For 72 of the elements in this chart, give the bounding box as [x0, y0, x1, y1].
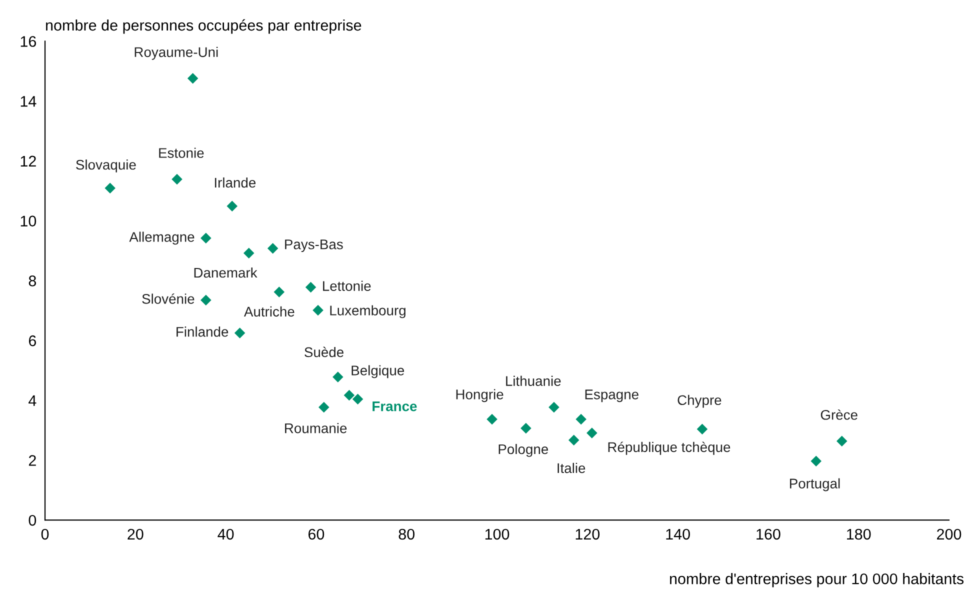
y-tick-label: 10: [20, 216, 36, 226]
annotation: Roumanie: [285, 423, 347, 434]
point: [226, 200, 238, 212]
annotation: Irlande: [214, 177, 256, 188]
y-tick-label: 4: [28, 395, 36, 406]
x-axis-title: nombre d'entreprises pour 10 000 habitants: [670, 573, 964, 588]
y-axis-title: nombre de personnes occupées par entreprise: [46, 19, 362, 34]
annotation: Suède: [304, 346, 344, 358]
y-tick-label: 16: [20, 36, 36, 47]
point: [576, 414, 586, 425]
x-tick-label: 80: [398, 528, 415, 540]
point: [200, 232, 212, 244]
x-tick-label: 160: [756, 528, 780, 540]
point: [486, 414, 498, 425]
annotation: Luxembourg: [330, 305, 406, 318]
x-tick-label: 200: [937, 528, 962, 540]
point: [352, 394, 364, 405]
annotation: Espagne: [585, 390, 638, 402]
annotation: Lithuanie: [506, 376, 561, 386]
annotation: Danemark: [194, 267, 258, 278]
annotation: Slovaquie: [76, 159, 136, 172]
annotation: Allemagne: [129, 232, 194, 245]
y-tick-label: 2: [28, 455, 36, 466]
x-tick-label: 120: [576, 528, 600, 540]
annotation: Hongrie: [456, 389, 504, 402]
x-tick-label: 40: [218, 528, 234, 540]
x-tick-label: 20: [128, 528, 144, 540]
x-tick-label: 60: [308, 528, 324, 540]
point: [305, 282, 316, 293]
point: [836, 436, 848, 446]
y-tick-label: 8: [28, 276, 36, 286]
point: [267, 242, 278, 254]
y-tick-label: 14: [20, 96, 36, 107]
annotation: Italie: [558, 462, 586, 474]
point: [104, 182, 116, 194]
annotation: Pays-Bas: [285, 240, 343, 252]
point: [586, 428, 598, 438]
point: [810, 456, 822, 467]
annotation: Royaume-Uni: [134, 46, 218, 60]
annotation: Belgique: [352, 365, 404, 378]
annotation: Finlande: [176, 326, 228, 337]
point: [520, 422, 532, 434]
annotation: Estonie: [159, 148, 204, 158]
point: [243, 248, 254, 259]
point: [187, 72, 198, 84]
x-tick-label: 100: [485, 528, 510, 540]
x-tick-label: 180: [847, 528, 871, 540]
point: [312, 304, 324, 316]
y-tick-label: 6: [28, 335, 36, 346]
y-tick-label: 12: [20, 156, 36, 166]
point: [696, 424, 708, 434]
point: [548, 402, 560, 413]
x-tick-label: 140: [666, 528, 690, 540]
annotation: Lettonie: [323, 280, 371, 291]
point: [234, 328, 246, 338]
x-tick-label: 0: [41, 528, 49, 540]
annotation: Slovénie: [142, 293, 194, 304]
point: [318, 402, 330, 413]
point: [200, 294, 212, 306]
annotation: Autriche: [244, 306, 294, 317]
point: [332, 372, 344, 382]
annotation: Grèce: [820, 409, 858, 420]
annotation: Chypre: [678, 394, 722, 408]
point: [344, 390, 355, 401]
annotation: France: [372, 402, 417, 412]
point: [568, 434, 580, 446]
point: [274, 286, 285, 298]
y-tick-label: 0: [28, 514, 36, 526]
point: [172, 174, 182, 185]
annotation: République tchèque: [608, 442, 730, 455]
annotation: Portugal: [790, 478, 840, 492]
annotation: Pologne: [498, 444, 548, 457]
